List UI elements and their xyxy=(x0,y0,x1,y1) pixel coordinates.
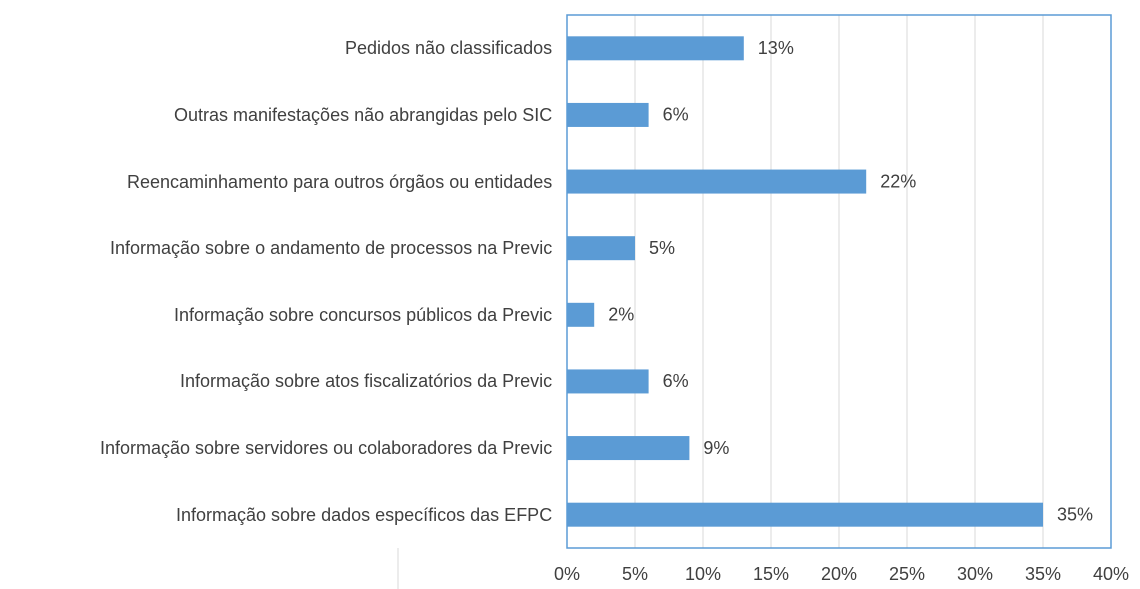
x-tick-label: 15% xyxy=(753,564,789,584)
data-label: 5% xyxy=(649,238,675,258)
data-label: 6% xyxy=(663,371,689,391)
x-tick-label: 35% xyxy=(1025,564,1061,584)
bar xyxy=(567,436,690,461)
bar xyxy=(567,169,867,194)
data-label: 13% xyxy=(758,38,794,58)
x-tick-label: 10% xyxy=(685,564,721,584)
bar xyxy=(567,502,1043,527)
bar xyxy=(567,302,595,327)
x-tick-label: 5% xyxy=(622,564,648,584)
x-tick-label: 20% xyxy=(821,564,857,584)
y-tick-label: Pedidos não classificados xyxy=(345,38,553,59)
y-tick-label: Informação sobre servidores ou colaborad… xyxy=(100,438,553,459)
x-tick-label: 30% xyxy=(957,564,993,584)
y-tick-label: Informação sobre dados específicos das E… xyxy=(176,504,553,525)
data-label: 9% xyxy=(703,438,729,458)
bar xyxy=(567,36,744,61)
x-tick-label: 0% xyxy=(554,564,580,584)
plot-border xyxy=(566,14,1112,549)
bar xyxy=(567,369,649,394)
y-tick-label: Informação sobre concursos públicos da P… xyxy=(174,304,553,325)
data-label: 6% xyxy=(663,105,689,125)
x-tick-label: 40% xyxy=(1093,564,1129,584)
data-label: 22% xyxy=(880,171,916,191)
data-label: 2% xyxy=(608,305,634,325)
bar xyxy=(567,102,649,127)
data-label: 35% xyxy=(1057,504,1093,524)
y-tick-label: Informação sobre o andamento de processo… xyxy=(110,238,553,259)
y-tick-label: Reencaminhamento para outros órgãos ou e… xyxy=(127,171,553,192)
y-tick-label: Informação sobre atos fiscalizatórios da… xyxy=(180,371,553,392)
y-tick-label: Outras manifestações não abrangidas pelo… xyxy=(174,104,553,125)
x-tick-label: 25% xyxy=(889,564,925,584)
bar xyxy=(567,236,635,261)
